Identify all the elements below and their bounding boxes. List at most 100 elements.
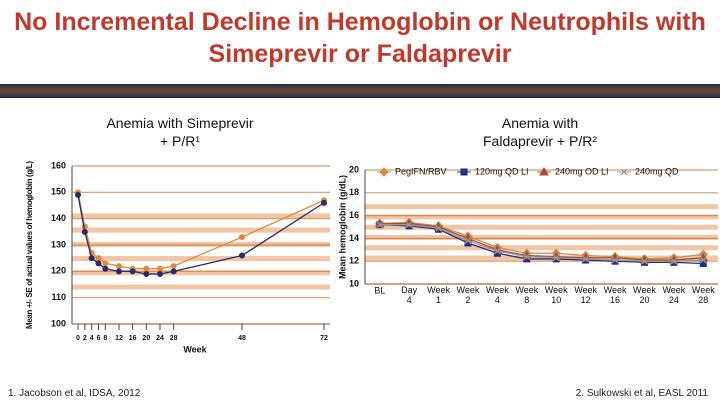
- x-tick-label-line: 8: [524, 295, 529, 305]
- x-tick-label-line: 16: [610, 295, 620, 305]
- marker: [239, 252, 245, 259]
- x-tick-label-line: Week: [574, 285, 597, 295]
- slide-title: No Incremental Decline in Hemoglobin or …: [14, 8, 706, 68]
- x-tick-label-line: Day: [401, 285, 418, 295]
- marker: [620, 168, 628, 176]
- x-tick-label: Week 10: [545, 285, 568, 305]
- x-tick-label: Day 4: [401, 285, 418, 305]
- plot-band: [72, 227, 330, 233]
- series-line: [379, 224, 704, 265]
- marker: [239, 234, 245, 241]
- chart-subtitle: Anemia with Faldaprevir + P/R²: [483, 115, 597, 149]
- x-tick-label: 20: [142, 335, 150, 342]
- plot-band: [72, 284, 330, 290]
- series-line: [379, 221, 704, 260]
- x-tick-label: 0: [76, 335, 80, 342]
- marker: [143, 265, 150, 272]
- x-tick-label: BL: [374, 285, 385, 295]
- legend-label: PegIFN/RBV: [395, 166, 447, 176]
- marker: [523, 253, 531, 261]
- y-tick-label: 130: [51, 239, 66, 249]
- chart-subtitle: Anemia with Simeprevir + P/R¹: [106, 115, 254, 149]
- x-tick-label-line: Week: [633, 285, 656, 295]
- x-tick-label-line: 1: [436, 295, 441, 305]
- marker: [493, 247, 501, 255]
- marker: [611, 256, 619, 264]
- marker: [143, 270, 150, 277]
- footnote: 1. Jacobson et al, IDSA, 2012: [8, 388, 141, 399]
- x-tick-label-line: Week: [486, 285, 509, 295]
- marker: [321, 199, 327, 206]
- x-tick-label: 24: [156, 335, 164, 342]
- x-tick-label-line: Week: [545, 285, 568, 295]
- marker: [75, 191, 81, 198]
- y-tick-label: 20: [349, 164, 359, 174]
- x-tick-label-line: Week: [662, 285, 685, 295]
- legend-label: 120mg QD LI: [475, 166, 529, 176]
- x-tick-label-line: 10: [551, 295, 561, 305]
- title-band: [0, 84, 720, 98]
- y-tick-label: 12: [349, 256, 359, 266]
- marker: [102, 260, 109, 267]
- marker: [95, 260, 102, 267]
- x-tick-label: 6: [97, 335, 101, 342]
- plot-band: [365, 255, 718, 261]
- marker: [460, 168, 468, 176]
- x-tick-label: Week 16: [604, 285, 627, 305]
- marker: [539, 166, 549, 176]
- y-tick-label: 14: [349, 233, 359, 243]
- series-line: [379, 222, 704, 261]
- x-tick-label-line: Week: [515, 285, 538, 295]
- x-tick-label-line: 12: [581, 295, 591, 305]
- marker: [699, 256, 707, 264]
- plot-band: [365, 224, 718, 230]
- y-tick-label: 16: [349, 210, 359, 220]
- marker: [582, 255, 590, 263]
- y-tick-label: 140: [51, 213, 66, 223]
- y-axis-label: Mean +/- SE of actual values of hemoglob…: [25, 161, 34, 329]
- x-axis-label: Week: [183, 344, 207, 354]
- marker: [81, 228, 88, 235]
- x-tick-label-line: 4: [495, 295, 500, 305]
- x-tick-label: Week 4: [486, 285, 509, 305]
- y-tick-label: 18: [349, 187, 359, 197]
- x-tick-label: 2: [83, 335, 87, 342]
- y-tick-label: 10: [349, 278, 359, 288]
- x-tick-label: Week 20: [633, 285, 656, 305]
- x-tick-label: 28: [170, 335, 178, 342]
- x-tick-label: Week 8: [515, 285, 538, 305]
- series-line: [77, 194, 325, 275]
- x-tick-label-line: Week: [692, 285, 715, 295]
- marker: [116, 263, 122, 270]
- plot-band: [365, 214, 718, 220]
- marker: [405, 221, 413, 229]
- marker: [170, 268, 177, 275]
- y-axis-label: Mean hemoglobin (g/dL): [337, 175, 347, 279]
- x-tick-label-line: Week: [457, 285, 480, 295]
- marker: [129, 268, 136, 275]
- series-line: [379, 224, 704, 262]
- x-tick-label-line: 24: [669, 295, 679, 305]
- legend-label: 240mg OD LI: [555, 166, 609, 176]
- y-tick-label: 100: [51, 318, 66, 328]
- series-line: [77, 192, 325, 270]
- marker: [552, 254, 560, 262]
- marker: [116, 268, 122, 275]
- marker: [464, 237, 472, 245]
- x-tick-label: 4: [90, 335, 94, 342]
- x-tick-label: 8: [103, 335, 107, 342]
- plot-band: [72, 213, 330, 219]
- x-tick-label-line: Week: [427, 285, 450, 295]
- x-tick-label: Week 1: [427, 285, 450, 305]
- x-tick-label: 48: [238, 335, 246, 342]
- marker: [641, 257, 648, 265]
- marker: [88, 255, 95, 262]
- plot-band: [72, 270, 330, 276]
- x-tick-label: 12: [115, 335, 123, 342]
- x-tick-label: Week 24: [662, 285, 685, 305]
- marker: [157, 265, 163, 272]
- footnote: 2. Sulkowski et al, EASL 2011: [575, 388, 708, 399]
- marker: [379, 167, 389, 177]
- marker: [95, 255, 102, 262]
